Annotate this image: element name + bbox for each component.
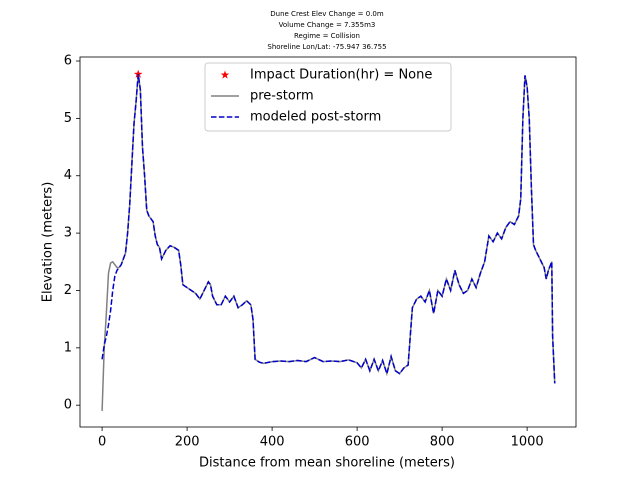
x-tick-label: 1000 bbox=[511, 435, 544, 450]
legend-label: pre-storm bbox=[250, 89, 314, 104]
x-tick-label: 600 bbox=[345, 435, 370, 450]
x-tick-label: 400 bbox=[260, 435, 285, 450]
x-tick-label: 200 bbox=[175, 435, 200, 450]
y-tick-label: 2 bbox=[64, 283, 72, 298]
chart-title: Volume Change = 7.355m3 bbox=[279, 21, 376, 29]
x-tick-label: 0 bbox=[98, 435, 106, 450]
legend-box bbox=[204, 62, 452, 132]
chart-title: Regime = Collision bbox=[294, 32, 360, 40]
chart-title: Shoreline Lon/Lat: -75.947 36.755 bbox=[267, 43, 386, 51]
y-tick-label: 1 bbox=[64, 340, 72, 355]
series-line bbox=[101, 74, 556, 384]
legend-label: modeled post-storm bbox=[250, 110, 381, 125]
chart-title: Dune Crest Elev Change = 0.0m bbox=[270, 10, 384, 18]
impact-marker bbox=[133, 69, 143, 78]
legend-marker bbox=[220, 70, 230, 79]
x-tick-label: 800 bbox=[430, 435, 455, 450]
y-axis-label: Elevation (meters) bbox=[41, 182, 56, 303]
y-tick-label: 3 bbox=[64, 226, 72, 241]
y-tick-label: 0 bbox=[64, 398, 72, 413]
x-axis-label: Distance from mean shoreline (meters) bbox=[199, 456, 455, 471]
y-tick-label: 5 bbox=[64, 111, 72, 126]
y-tick-label: 4 bbox=[64, 168, 72, 183]
y-tick-label: 6 bbox=[64, 54, 72, 69]
axes-frame bbox=[79, 56, 577, 428]
legend-label: Impact Duration(hr) = None bbox=[250, 68, 432, 83]
